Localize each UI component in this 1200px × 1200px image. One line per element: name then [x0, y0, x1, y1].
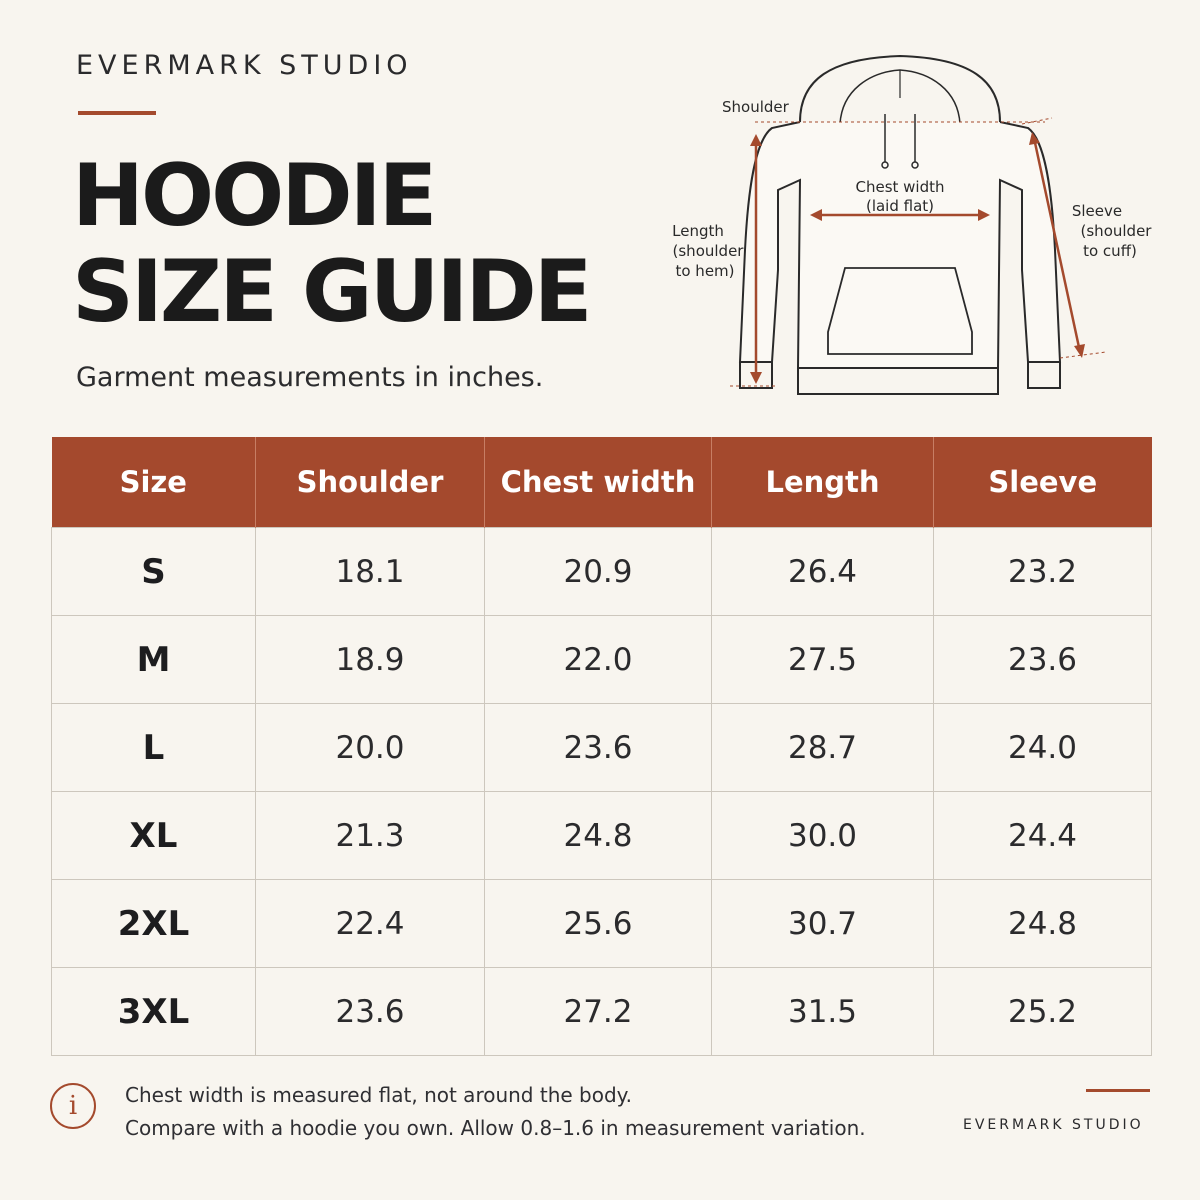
length-cell: 28.7 [711, 703, 934, 792]
sleeve-cell: 25.2 [933, 967, 1152, 1056]
brand-name: EVERMARK STUDIO [76, 50, 413, 81]
chest-label-line-1: Chest width [855, 178, 944, 196]
sleeve-arrow [1032, 137, 1082, 353]
title-line-2: SIZE GUIDE [72, 242, 593, 342]
shoulder-label: Shoulder [722, 98, 790, 116]
chest-cell: 27.2 [484, 967, 712, 1056]
header-shoulder: Shoulder [255, 437, 485, 528]
hoodie-diagram: Shoulder Chest width (laid flat) Length … [672, 54, 1153, 395]
shoulder-cell: 22.4 [255, 879, 485, 968]
size-table: Size Shoulder Chest width Length Sleeve … [51, 437, 1152, 1056]
table-row: S 18.1 20.9 26.4 23.2 [51, 527, 1152, 616]
length-cell: 27.5 [711, 615, 934, 704]
footer-brand-name: EVERMARK STUDIO [963, 1117, 1144, 1133]
size-cell: 3XL [51, 967, 256, 1056]
shoulder-cell: 20.0 [255, 703, 485, 792]
footer-brand-divider [1086, 1089, 1150, 1092]
size-cell: S [51, 527, 256, 616]
sleeve-cell: 23.6 [933, 615, 1152, 704]
chest-cell: 23.6 [484, 703, 712, 792]
hood-outline [799, 54, 1001, 123]
pocket-outline [827, 267, 973, 355]
table-row: 2XL 22.4 25.6 30.7 24.8 [51, 879, 1152, 968]
size-cell: XL [51, 791, 256, 880]
length-label-line-2: (shoulder [673, 242, 745, 260]
subtitle: Garment measurements in inches. [76, 362, 544, 393]
size-cell: L [51, 703, 256, 792]
shoulder-cell: 18.1 [255, 527, 485, 616]
length-cell: 30.7 [711, 879, 934, 968]
sleeve-cell: 24.0 [933, 703, 1152, 792]
table-row: L 20.0 23.6 28.7 24.0 [51, 703, 1152, 792]
table-row: 3XL 23.6 27.2 31.5 25.2 [51, 967, 1152, 1056]
sleeve-cell: 24.8 [933, 879, 1152, 968]
size-cell: 2XL [51, 879, 256, 968]
footnote-line-1: Chest width is measured flat, not around… [125, 1083, 633, 1107]
length-label-line-1: Length [672, 222, 724, 240]
sleeve-label-line-2: (shoulder [1081, 222, 1153, 240]
header-chest-width: Chest width [484, 437, 712, 528]
hoodie-body-outline [738, 121, 1062, 369]
table-header-row: Size Shoulder Chest width Length Sleeve [51, 437, 1152, 528]
chest-cell: 22.0 [484, 615, 712, 704]
chest-cell: 25.6 [484, 879, 712, 968]
info-icon: i [50, 1083, 96, 1129]
length-cell: 26.4 [711, 527, 934, 616]
page-title: HOODIE SIZE GUIDE [72, 146, 593, 342]
sleeve-label-line-3: to cuff) [1083, 242, 1137, 260]
shoulder-cell: 18.9 [255, 615, 485, 704]
chest-cell: 24.8 [484, 791, 712, 880]
chest-cell: 20.9 [484, 527, 712, 616]
sleeve-label-line-1: Sleeve [1072, 202, 1122, 220]
sleeve-cell: 24.4 [933, 791, 1152, 880]
sleeve-cell: 23.2 [933, 527, 1152, 616]
brand-divider [78, 111, 156, 115]
shoulder-cell: 23.6 [255, 967, 485, 1056]
header-sleeve: Sleeve [933, 437, 1152, 528]
length-label-line-3: to hem) [675, 262, 734, 280]
footnote-line-2: Compare with a hoodie you own. Allow 0.8… [125, 1116, 866, 1140]
table-row: M 18.9 22.0 27.5 23.6 [51, 615, 1152, 704]
shoulder-cell: 21.3 [255, 791, 485, 880]
length-cell: 31.5 [711, 967, 934, 1056]
header-length: Length [711, 437, 934, 528]
header-size: Size [51, 437, 256, 528]
chest-label-line-2: (laid flat) [866, 197, 934, 215]
title-line-1: HOODIE [72, 146, 437, 246]
size-cell: M [51, 615, 256, 704]
table-row: XL 21.3 24.8 30.0 24.4 [51, 791, 1152, 880]
footnote: Chest width is measured flat, not around… [125, 1079, 866, 1145]
length-cell: 30.0 [711, 791, 934, 880]
